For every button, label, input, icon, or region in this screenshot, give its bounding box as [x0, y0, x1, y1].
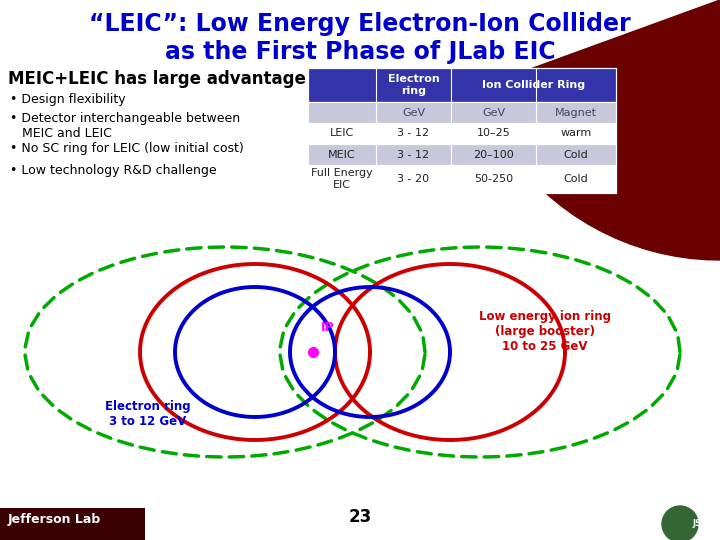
- Text: “LEIC”: Low Energy Electron-Ion Collider: “LEIC”: Low Energy Electron-Ion Collider: [89, 12, 631, 36]
- Text: MEIC+LEIC has large advantage: MEIC+LEIC has large advantage: [8, 70, 306, 88]
- Text: 20–100: 20–100: [473, 150, 514, 159]
- Text: Cold: Cold: [564, 150, 588, 159]
- Wedge shape: [476, 0, 720, 260]
- Text: • Low technology R&D challenge: • Low technology R&D challenge: [10, 164, 217, 177]
- Bar: [0, 508, 145, 540]
- Text: 3 - 12: 3 - 12: [397, 150, 430, 159]
- Text: Ion Collider Ring: Ion Collider Ring: [482, 80, 585, 90]
- Text: IP: IP: [320, 321, 334, 334]
- Text: GeV: GeV: [482, 107, 505, 118]
- Text: LEIC: LEIC: [330, 129, 354, 138]
- Text: • No SC ring for LEIC (low initial cost): • No SC ring for LEIC (low initial cost): [10, 142, 244, 155]
- Bar: [308, 165, 616, 193]
- Text: Jefferson Lab: Jefferson Lab: [8, 513, 102, 526]
- Text: Cold: Cold: [564, 174, 588, 184]
- Text: GeV: GeV: [402, 107, 425, 118]
- Text: MEIC: MEIC: [328, 150, 356, 159]
- Text: 23: 23: [348, 508, 372, 526]
- Text: Electron
ring: Electron ring: [387, 74, 439, 96]
- Circle shape: [662, 506, 698, 540]
- Text: • Design flexibility: • Design flexibility: [10, 93, 125, 106]
- Bar: [308, 144, 616, 165]
- Text: Electron ring
3 to 12 GeV: Electron ring 3 to 12 GeV: [105, 400, 191, 428]
- Bar: [308, 102, 616, 123]
- Text: • Detector interchangeable between
   MEIC and LEIC: • Detector interchangeable between MEIC …: [10, 112, 240, 140]
- Text: Full Energy
EIC: Full Energy EIC: [311, 168, 373, 190]
- Bar: [308, 68, 616, 102]
- Text: warm: warm: [560, 129, 592, 138]
- Text: 3 - 20: 3 - 20: [397, 174, 430, 184]
- Text: 10–25: 10–25: [477, 129, 510, 138]
- Text: Magnet: Magnet: [555, 107, 597, 118]
- Text: 50-250: 50-250: [474, 174, 513, 184]
- Bar: [308, 123, 616, 144]
- Text: Low energy ion ring
(large booster)
10 to 25 GeV: Low energy ion ring (large booster) 10 t…: [479, 310, 611, 353]
- Text: 3 - 12: 3 - 12: [397, 129, 430, 138]
- Text: JSA: JSA: [692, 519, 708, 529]
- Text: as the First Phase of JLab EIC: as the First Phase of JLab EIC: [165, 40, 555, 64]
